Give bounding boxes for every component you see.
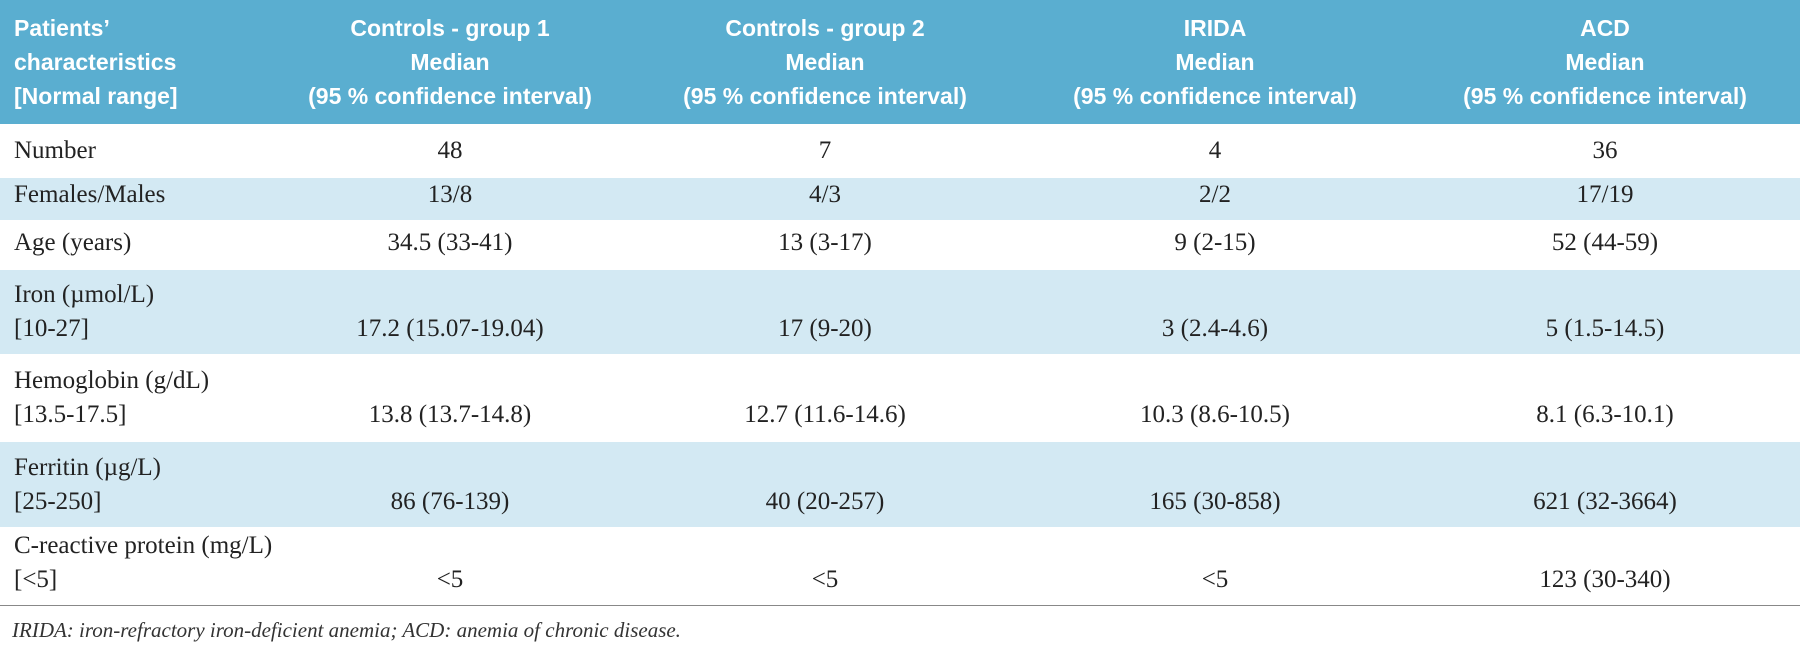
header-line: Controls - group 2 [725,15,925,41]
header-line: IRIDA [1183,15,1247,41]
table-cell: 13 (3-17) [630,220,1020,269]
table-cell: 5 (1.5-14.5) [1410,268,1800,355]
footnote: IRIDA: iron-refractory iron-deficient an… [12,618,681,642]
table-cell: 13/8 [270,176,630,221]
table-cell: 2/2 [1020,176,1410,221]
table-cell: 17.2 (15.07-19.04) [270,268,630,355]
header-cell: Controls - group 1 Median (95 % confidence… [270,0,630,125]
table-cell: 621 (32-3664) [1410,440,1800,528]
header-line: Median [410,49,490,75]
table-cell: 3 (2.4-4.6) [1020,268,1410,355]
table-row: C-reactive protein (mg/L) [<5] <5 <5 <5 123 (… [0,527,1800,606]
table-cell: 7 [630,124,1020,177]
header-line: ACD [1580,15,1630,41]
header-cell: Patients’ characteristics [Normal range] [0,0,270,125]
header-line: (95 % confidence interval) [1073,83,1357,109]
row-label: C-reactive protein (mg/L) [<5] [0,527,273,606]
table-row: Number 48 7 4 36 [0,124,1800,177]
row-label: Number [0,124,270,177]
header-line: Median [785,49,865,75]
table-cell: 10.3 (8.6-10.5) [1020,354,1410,441]
label-line: Iron (µmol/L) [14,281,155,308]
header-line: (95 % confidence interval) [308,83,592,109]
row-label: Iron (µmol/L) [10-27] [0,268,270,355]
label-line: Hemoglobin (g/dL) [14,367,210,394]
row-label: Age (years) [0,220,270,269]
table-cell: 12.7 (11.6-14.6) [630,354,1020,441]
table-cell: 48 [270,124,630,177]
table-row: Ferritin (µg/L) [25-250] 86 (76-139) 40 (20… [0,440,1800,528]
table-cell: 165 (30-858) [1020,440,1410,528]
label-line: Ferritin (µg/L) [14,454,162,481]
table-row: Females/Males 13/8 4/3 2/2 17/19 [0,176,1800,221]
label-line: C-reactive protein (mg/L) [14,532,273,559]
label-line: [<5] [14,566,58,593]
table-cell: 52 (44-59) [1410,220,1800,269]
header-line: Median [1175,49,1255,75]
label-line: Number [14,137,96,164]
table-cell: <5 [1020,527,1410,606]
table-cell: 36 [1410,124,1800,177]
table-cell: 34.5 (33-41) [270,220,630,269]
table-cell: 17/19 [1410,176,1800,221]
header-cell: Controls - group 2 Median (95 % confidence… [630,0,1020,125]
header-cell: IRIDA Median (95 % confidence interval) [1020,0,1410,125]
header-cell: ACD Median (95 % confidence interval) [1410,0,1800,125]
header-line: [Normal range] [14,83,178,109]
table-cell: 13.8 (13.7-14.8) [270,354,630,441]
row-label: Hemoglobin (g/dL) [13.5-17.5] [0,354,270,441]
header-line: Controls - group 1 [350,15,550,41]
row-label: Ferritin (µg/L) [25-250] [0,440,270,528]
table-cell: 4/3 [630,176,1020,221]
label-line: [25-250] [14,488,102,515]
label-line: [10-27] [14,315,89,342]
table-row: Hemoglobin (g/dL) [13.5-17.5] 13.8 (13.7-1… [0,354,1800,441]
label-line: Females/Males [14,181,166,208]
table-cell: 9 (2-15) [1020,220,1410,269]
table-row: Age (years) 34.5 (33-41) 13 (3-17) 9 (2-15)… [0,220,1800,269]
header-line: Median [1565,49,1645,75]
label-line: [13.5-17.5] [14,401,127,428]
header-line: (95 % confidence interval) [1463,83,1747,109]
table-cell: 4 [1020,124,1410,177]
table-row: Iron (µmol/L) [10-27] 17.2 (15.07-19.04) 17… [0,268,1800,355]
table-cell: 86 (76-139) [270,440,630,528]
table-cell: 17 (9-20) [630,268,1020,355]
table-cell: 8.1 (6.3-10.1) [1410,354,1800,441]
label-line: Age (years) [14,229,132,256]
header-line: (95 % confidence interval) [683,83,967,109]
table-cell: 123 (30-340) [1410,527,1800,606]
table-cell: 40 (20-257) [630,440,1020,528]
header-line: characteristics [14,49,177,75]
header-line: Patients’ [14,15,110,41]
header-row: Patients’ characteristics [Normal range] Co… [0,0,1800,125]
table-cell: <5 [270,527,630,606]
data-table: Patients’ characteristics [Normal range] Co… [0,0,1800,606]
row-label: Females/Males [0,176,270,221]
table-cell: <5 [630,527,1020,606]
